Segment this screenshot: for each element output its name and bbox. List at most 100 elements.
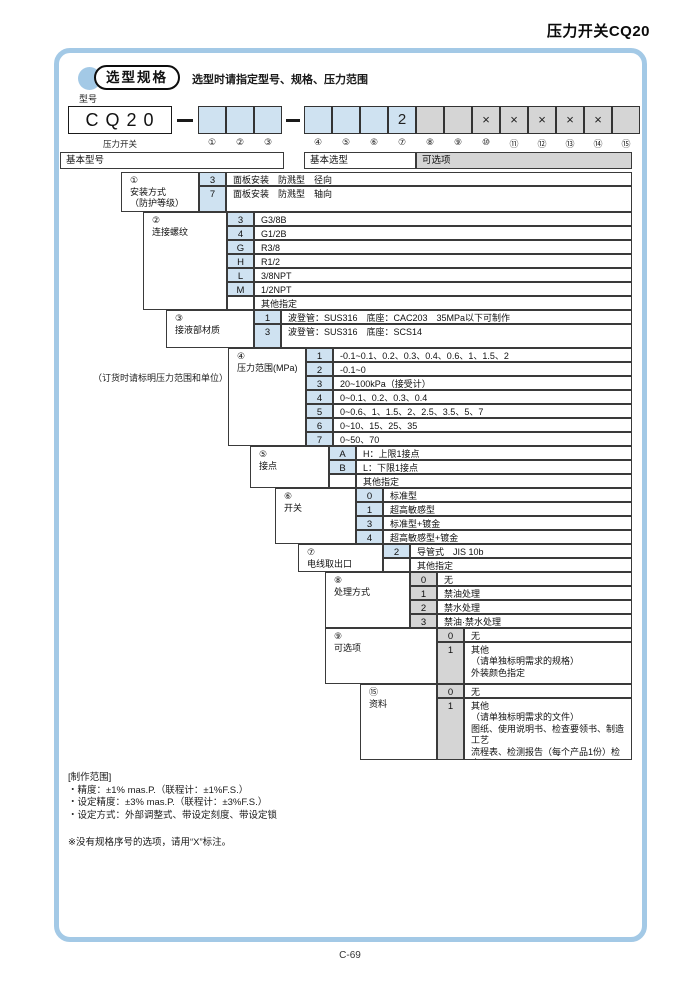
section-6-label: ⑥ 开关	[275, 488, 356, 544]
spec-desc: 超高敏感型+镀金	[383, 530, 632, 544]
section-3-label: ③ 接液部材质	[166, 310, 254, 348]
spec-code: 0	[410, 572, 437, 586]
spec-desc: 无	[437, 572, 632, 586]
spec-code: 1	[356, 502, 383, 516]
spec-desc: R3/8	[254, 240, 632, 254]
spec-code: 3	[410, 614, 437, 628]
spec-desc: 波登管：SUS316 底座：CAC203 35MPa以下可制作	[281, 310, 632, 324]
spec-desc: 0~0.6、1、1.5、2、2.5、3.5、5、7	[333, 404, 632, 418]
col-header-basic-model: 基本型号	[60, 152, 284, 169]
spec-code: H	[227, 254, 254, 268]
section-4-label: ④ 压力范围(MPa)	[228, 348, 306, 446]
spec-desc: 其他指定	[410, 558, 632, 572]
section-10-label: ⑮ 资料	[360, 684, 437, 760]
dash-separator-icon	[286, 119, 300, 122]
spec-desc: 无	[464, 684, 632, 698]
spec-code: G	[227, 240, 254, 254]
spec-code	[383, 558, 410, 572]
page-title: 压力开关CQ20	[546, 23, 650, 40]
model-cell-10: ×	[472, 106, 500, 134]
base-model-caption: 压力开关	[102, 139, 137, 149]
position-number: ⑨	[453, 137, 463, 147]
spec-desc: 面板安装 防溅型 轴向	[226, 186, 632, 212]
section-5-label: ⑤ 接点	[250, 446, 329, 488]
spec-code: 1	[306, 348, 333, 362]
model-number-label: 型号	[79, 94, 98, 104]
spec-code: A	[329, 446, 356, 460]
spec-code: 0	[356, 488, 383, 502]
production-range-notes: [制作范围] ・精度：±1% mas.P.（联程计：±1%F.S.） ・设定精度…	[68, 772, 278, 821]
spec-code: 3	[254, 324, 281, 348]
position-number: ⑭	[593, 139, 603, 149]
content-panel-frame	[54, 48, 647, 942]
spec-desc: 禁油·禁水处理	[437, 614, 632, 628]
spec-code: M	[227, 282, 254, 296]
model-cell-4	[304, 106, 332, 134]
model-cell-12: ×	[528, 106, 556, 134]
spec-desc: G3/8B	[254, 212, 632, 226]
model-cell-15	[612, 106, 640, 134]
spec-code: 7	[306, 432, 333, 446]
model-cell-7: 2	[388, 106, 416, 134]
spec-code: 2	[306, 362, 333, 376]
model-cell-6	[360, 106, 388, 134]
spec-desc: 波登管：SUS316 底座：SCS14	[281, 324, 632, 348]
spec-code	[329, 474, 356, 488]
spec-code: 3	[356, 516, 383, 530]
spec-desc: 0~0.1、0.2、0.3、0.4	[333, 390, 632, 404]
order-note: （订货时请标明压力范围和单位）	[93, 373, 229, 383]
spec-code: 5	[306, 404, 333, 418]
spec-desc: R1/2	[254, 254, 632, 268]
spec-desc: H：上限1接点	[356, 446, 632, 460]
spec-desc: 无	[464, 628, 632, 642]
spec-desc: 其他 （请单独标明需求的规格） 外装颜色指定	[464, 642, 632, 684]
position-number: ③	[263, 137, 273, 147]
position-number: ⑤	[341, 137, 351, 147]
x-mark-note: ※没有规格序号的选项，请用“X”标注。	[68, 837, 232, 848]
spec-desc: 其他 （请单独标明需求的文件） 图纸、使用说明书、检查要领书、制造工艺 流程表、…	[464, 698, 632, 760]
position-number: ④	[313, 137, 323, 147]
spec-desc: -0.1~0.1、0.2、0.3、0.4、0.6、1、1.5、2	[333, 348, 632, 362]
spec-desc: 20~100kPa（接受计）	[333, 376, 632, 390]
section-7-label: ⑦ 电线取出口	[298, 544, 383, 572]
spec-code: 3	[306, 376, 333, 390]
section-2-label: ② 连接螺纹	[143, 212, 227, 310]
position-number: ②	[235, 137, 245, 147]
spec-code: 1	[410, 586, 437, 600]
spec-code: 0	[437, 628, 464, 642]
model-cell-1	[198, 106, 226, 134]
spec-desc: 0~50、70	[333, 432, 632, 446]
position-number: ⑦	[397, 137, 407, 147]
spec-desc: 导管式 JIS 10b	[410, 544, 632, 558]
model-cell-14: ×	[584, 106, 612, 134]
spec-desc: G1/2B	[254, 226, 632, 240]
spec-desc: 面板安装 防溅型 径向	[226, 172, 632, 186]
spec-code: 4	[227, 226, 254, 240]
spec-desc: 其他指定	[356, 474, 632, 488]
spec-desc: L：下限1接点	[356, 460, 632, 474]
spec-code: 6	[306, 418, 333, 432]
spec-code: 7	[199, 186, 226, 212]
spec-desc: 超高敏感型	[383, 502, 632, 516]
spec-code: 1	[254, 310, 281, 324]
spec-desc: 禁油处理	[437, 586, 632, 600]
section-badge: 选型规格	[94, 65, 180, 90]
selection-instruction: 选型时请指定型号、规格、压力范围	[192, 74, 368, 86]
spec-desc: 标准型	[383, 488, 632, 502]
section-8-label: ⑧ 处理方式	[325, 572, 410, 628]
spec-desc: 其他指定	[254, 296, 632, 310]
spec-code: 4	[356, 530, 383, 544]
model-cell-11: ×	[500, 106, 528, 134]
model-cell-13: ×	[556, 106, 584, 134]
position-number: ⑫	[537, 139, 547, 149]
position-number: ⑥	[369, 137, 379, 147]
spec-code: 3	[227, 212, 254, 226]
model-cell-3	[254, 106, 282, 134]
spec-code: B	[329, 460, 356, 474]
page-number: C-69	[339, 950, 361, 961]
base-model-box: CQ20	[68, 106, 172, 134]
model-cell-8	[416, 106, 444, 134]
model-cell-2	[226, 106, 254, 134]
dash-separator-icon	[177, 119, 193, 122]
spec-code: 0	[437, 684, 464, 698]
